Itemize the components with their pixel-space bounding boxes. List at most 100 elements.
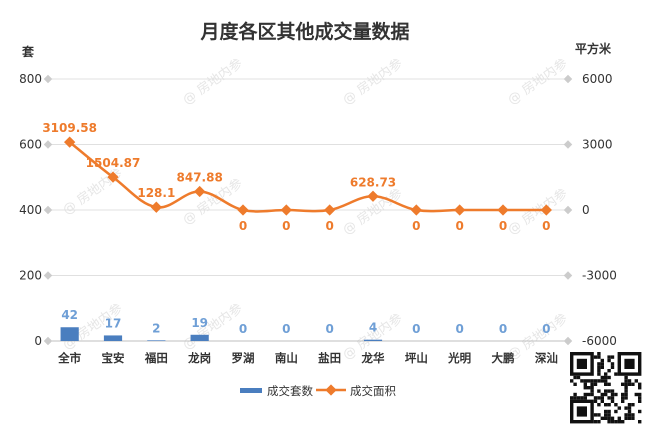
qr-module xyxy=(600,416,604,420)
qr-module xyxy=(597,369,601,373)
qr-module xyxy=(631,416,635,420)
qr-module xyxy=(638,399,642,403)
qr-module xyxy=(600,375,604,380)
qr-module xyxy=(604,413,608,417)
qr-module xyxy=(624,406,628,410)
line-point xyxy=(324,204,336,216)
line-point xyxy=(280,204,292,216)
qr-module xyxy=(593,399,598,403)
right-tick-label: -6000 xyxy=(582,334,617,348)
qr-module xyxy=(617,416,621,420)
bar-value-label: 0 xyxy=(542,322,550,336)
category-label: 福田 xyxy=(144,351,168,365)
left-tick-marker xyxy=(43,271,53,280)
qr-module xyxy=(587,379,591,383)
qr-module xyxy=(607,355,611,359)
qr-module xyxy=(597,365,601,369)
qr-module xyxy=(624,379,628,383)
qr-module xyxy=(600,379,604,383)
qr-module xyxy=(607,409,611,414)
qr-module xyxy=(607,389,611,393)
legend-line-marker xyxy=(325,384,337,396)
qr-module xyxy=(614,403,618,407)
category-label: 盐田 xyxy=(318,351,341,365)
qr-module xyxy=(638,392,642,397)
qr-module xyxy=(614,409,618,414)
qr-module xyxy=(624,413,628,417)
qr-module xyxy=(610,365,615,369)
qr-module xyxy=(593,413,598,417)
line-point xyxy=(150,201,162,213)
qr-module xyxy=(590,382,594,386)
qr-module xyxy=(604,403,608,407)
right-axis: -6000 -3000 0 3000 6000 xyxy=(563,72,617,348)
qr-module xyxy=(570,379,574,383)
qr-module xyxy=(607,416,611,420)
bar-value-label: 42 xyxy=(61,308,78,322)
qr-module xyxy=(583,396,587,400)
line-value-label: 847.88 xyxy=(177,170,223,184)
left-tick-marker xyxy=(43,205,53,215)
line-value-label: 0 xyxy=(455,219,463,233)
bar-value-label: 0 xyxy=(499,322,507,336)
line-value-label: 1504.87 xyxy=(86,156,141,170)
line-value-label: 628.73 xyxy=(350,175,396,189)
qr-module xyxy=(607,413,611,417)
line-value-label: 0 xyxy=(499,219,507,233)
right-tick-label: 3000 xyxy=(582,138,613,152)
line-value-label: 0 xyxy=(325,219,333,233)
category-label: 罗湖 xyxy=(232,351,255,365)
qr-module xyxy=(570,396,574,400)
category-label: 龙岗 xyxy=(187,351,211,365)
category-label: 深汕 xyxy=(535,351,558,365)
qr-module xyxy=(590,386,594,390)
bar xyxy=(190,334,209,341)
qr-module xyxy=(590,389,594,393)
qr-module xyxy=(610,355,615,359)
left-tick-label: 200 xyxy=(19,269,42,283)
qr-module xyxy=(624,416,628,420)
qr-module xyxy=(593,382,598,386)
qr-code xyxy=(568,350,644,426)
left-tick-label: 0 xyxy=(34,334,42,348)
qr-module xyxy=(604,382,608,386)
legend-line-label: 成交面积 xyxy=(350,384,396,398)
watermark-text: @ 房地内参 xyxy=(505,185,571,238)
bar xyxy=(60,327,79,341)
qr-module xyxy=(600,365,604,369)
left-tick-label: 600 xyxy=(19,138,42,152)
qr-module xyxy=(627,379,632,383)
right-tick-marker xyxy=(563,336,573,346)
line-value-label: 0 xyxy=(282,219,290,233)
qr-module xyxy=(600,362,604,366)
category-label: 南山 xyxy=(275,351,298,365)
qr-module xyxy=(607,382,611,386)
qr-module xyxy=(600,396,604,400)
qr-module xyxy=(610,396,615,400)
qr-module xyxy=(621,399,625,403)
qr-module xyxy=(614,420,618,424)
right-tick-label: -3000 xyxy=(582,269,617,283)
line-point xyxy=(497,204,509,216)
qr-module xyxy=(597,403,601,407)
qr-module xyxy=(610,362,615,366)
qr-module xyxy=(631,413,635,417)
legend: 成交套数 成交面积 xyxy=(240,384,396,398)
bar xyxy=(363,339,383,341)
bar-value-label: 0 xyxy=(412,322,420,336)
qr-module xyxy=(604,375,608,380)
bar-value-label: 2 xyxy=(152,321,160,335)
qr-module xyxy=(607,375,611,380)
qr-finder-core xyxy=(624,358,635,369)
qr-module xyxy=(634,392,638,397)
line-point xyxy=(540,204,552,216)
watermark-text: @ 房地内参 xyxy=(340,55,406,108)
qr-module xyxy=(604,372,608,376)
qr-module xyxy=(624,382,628,386)
qr-module xyxy=(621,392,625,397)
bar-value-label: 0 xyxy=(455,322,463,336)
line-point xyxy=(194,185,206,198)
qr-module xyxy=(597,362,601,366)
qr-module xyxy=(638,382,642,386)
